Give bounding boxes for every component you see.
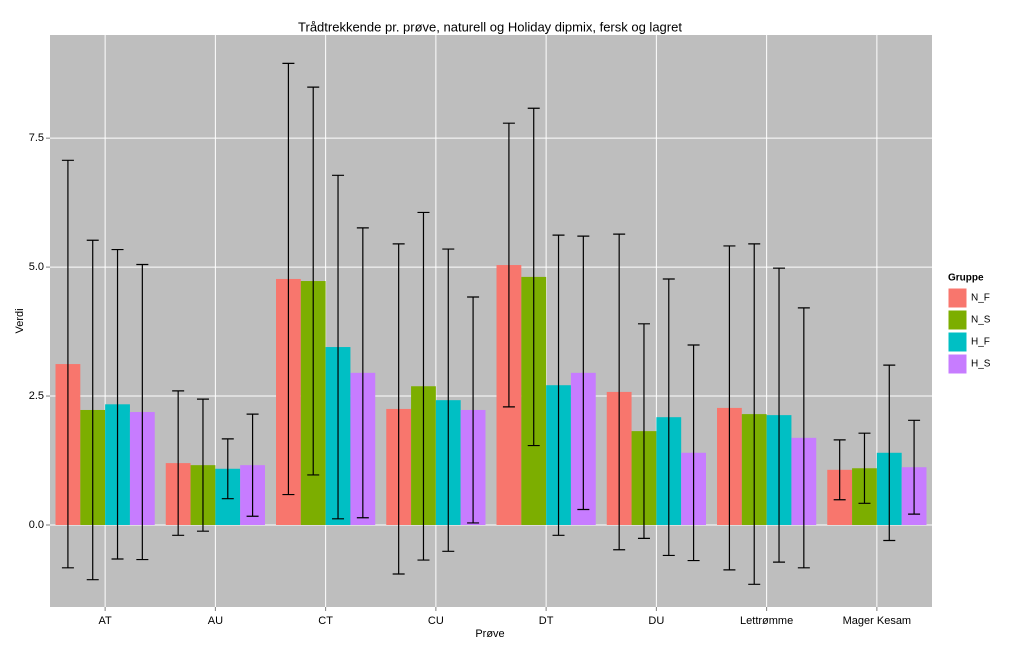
- x-tick-label: CU: [428, 615, 444, 627]
- x-tick-label: Lettrømme: [740, 615, 793, 627]
- error-bar: [833, 439, 846, 501]
- error-bar: [172, 390, 185, 536]
- x-tick-label: AT: [99, 615, 113, 627]
- legend-label: N_F: [971, 293, 990, 304]
- legend-label: H_F: [971, 337, 990, 348]
- error-bar: [392, 243, 405, 575]
- x-axis-label: Prøve: [475, 628, 504, 640]
- y-tick-label: 5.0: [29, 261, 44, 273]
- error-bar: [332, 174, 345, 520]
- error-bar: [136, 263, 149, 561]
- error-bar: [858, 432, 871, 504]
- error-bar: [246, 413, 259, 517]
- error-bar: [613, 233, 626, 551]
- error-bar: [723, 245, 736, 571]
- error-bar: [773, 267, 786, 563]
- error-bar: [221, 438, 234, 500]
- error-bar: [282, 62, 295, 496]
- y-axis-label: Verdi: [14, 308, 26, 333]
- error-bar: [356, 227, 369, 519]
- error-bar: [442, 248, 455, 552]
- error-bar: [61, 159, 74, 569]
- x-tick-label: DU: [648, 615, 664, 627]
- error-bar: [527, 107, 540, 447]
- legend-key: [947, 309, 968, 331]
- error-bar: [662, 278, 675, 557]
- error-bar: [908, 419, 921, 515]
- error-bar: [577, 235, 590, 511]
- error-bar: [307, 86, 320, 476]
- y-tick-label: 0.0: [29, 519, 44, 531]
- error-bar: [883, 364, 896, 542]
- y-tick-label: 7.5: [29, 132, 44, 144]
- error-bar: [797, 307, 810, 569]
- error-bar: [196, 398, 209, 532]
- error-bar: [467, 296, 480, 524]
- error-bar: [417, 211, 430, 561]
- legend-key: [947, 353, 968, 375]
- error-bar: [687, 344, 700, 562]
- error-bar: [637, 323, 650, 540]
- x-tick-label: Mager Kesam: [843, 615, 911, 627]
- error-bar: [502, 122, 515, 408]
- legend-key: [947, 331, 968, 353]
- legend-title: Gruppe: [948, 273, 984, 284]
- x-tick-label: AU: [208, 615, 223, 627]
- error-bar: [111, 248, 124, 560]
- y-tick-label: 2.5: [29, 390, 44, 402]
- error-bar: [86, 239, 99, 581]
- error-bar: [748, 243, 761, 585]
- x-tick-label: DT: [539, 615, 554, 627]
- legend-key: [947, 287, 968, 309]
- legend-label: N_S: [971, 315, 991, 326]
- legend-label: H_S: [971, 359, 991, 370]
- chart-title: Trådtrekkende pr. prøve, naturell og Hol…: [298, 19, 682, 34]
- x-tick-label: CT: [318, 615, 333, 627]
- error-bar: [552, 234, 565, 536]
